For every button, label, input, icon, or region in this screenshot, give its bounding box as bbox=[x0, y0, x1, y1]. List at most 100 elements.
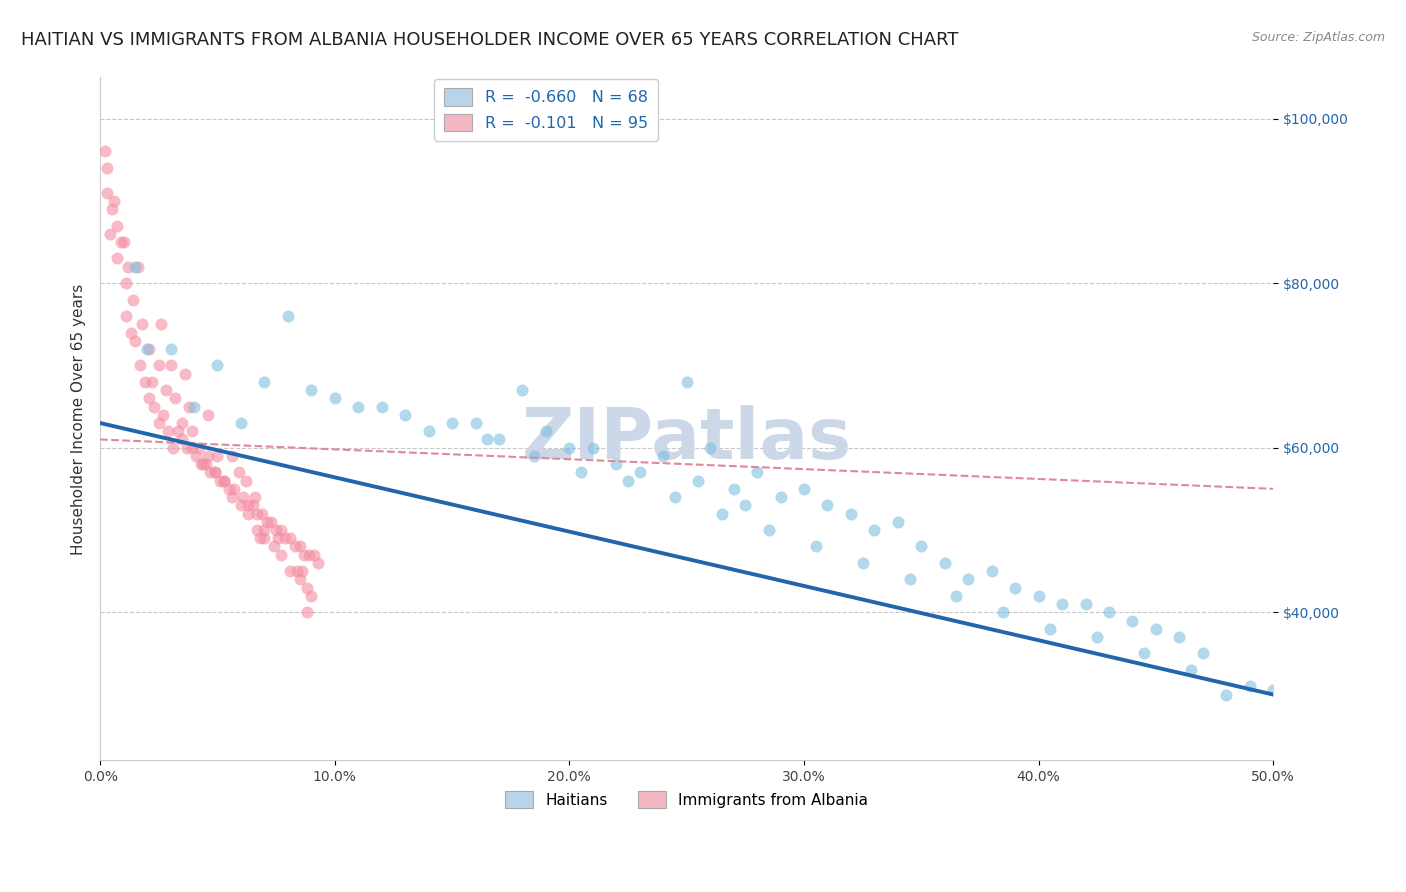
Point bbox=[155, 383, 177, 397]
Point bbox=[1039, 622, 1062, 636]
Point bbox=[159, 359, 181, 373]
Point bbox=[141, 375, 163, 389]
Point bbox=[180, 424, 202, 438]
Point bbox=[136, 342, 159, 356]
Point bbox=[295, 605, 318, 619]
Point bbox=[441, 416, 464, 430]
Point bbox=[207, 359, 229, 373]
Point bbox=[112, 235, 135, 249]
Point bbox=[197, 408, 219, 422]
Point bbox=[96, 161, 118, 175]
Point bbox=[152, 408, 174, 422]
Point bbox=[699, 441, 721, 455]
Point bbox=[323, 392, 346, 406]
Point bbox=[605, 457, 627, 471]
Point bbox=[1192, 647, 1215, 661]
Point bbox=[186, 449, 208, 463]
Point bbox=[839, 507, 862, 521]
Point bbox=[307, 556, 329, 570]
Point bbox=[582, 441, 605, 455]
Point bbox=[758, 523, 780, 537]
Point bbox=[512, 383, 534, 397]
Point bbox=[138, 392, 160, 406]
Point bbox=[523, 449, 546, 463]
Point bbox=[1144, 622, 1167, 636]
Point bbox=[980, 564, 1002, 578]
Point bbox=[852, 556, 875, 570]
Point bbox=[253, 375, 276, 389]
Point bbox=[103, 194, 125, 208]
Point bbox=[236, 498, 259, 512]
Point bbox=[1074, 597, 1097, 611]
Point bbox=[1180, 663, 1202, 677]
Point bbox=[172, 433, 194, 447]
Point bbox=[207, 449, 229, 463]
Point bbox=[1263, 683, 1285, 698]
Text: Source: ZipAtlas.com: Source: ZipAtlas.com bbox=[1251, 31, 1385, 45]
Point bbox=[734, 498, 756, 512]
Point bbox=[264, 523, 287, 537]
Point bbox=[197, 449, 219, 463]
Point bbox=[910, 540, 932, 554]
Text: ZIPatlas: ZIPatlas bbox=[522, 405, 852, 474]
Point bbox=[769, 490, 792, 504]
Point bbox=[162, 441, 184, 455]
Point bbox=[218, 482, 240, 496]
Point bbox=[98, 227, 121, 241]
Point bbox=[165, 392, 187, 406]
Point bbox=[243, 490, 266, 504]
Point bbox=[278, 531, 301, 545]
Point bbox=[235, 474, 257, 488]
Text: HAITIAN VS IMMIGRANTS FROM ALBANIA HOUSEHOLDER INCOME OVER 65 YEARS CORRELATION : HAITIAN VS IMMIGRANTS FROM ALBANIA HOUSE… bbox=[21, 31, 959, 49]
Point bbox=[288, 540, 311, 554]
Point bbox=[157, 424, 180, 438]
Point bbox=[993, 605, 1015, 619]
Point bbox=[129, 359, 152, 373]
Point bbox=[270, 523, 292, 537]
Point bbox=[804, 540, 827, 554]
Point bbox=[298, 548, 321, 562]
Point bbox=[187, 441, 209, 455]
Point bbox=[214, 474, 236, 488]
Point bbox=[270, 548, 292, 562]
Point bbox=[1098, 605, 1121, 619]
Point bbox=[246, 523, 269, 537]
Point bbox=[180, 441, 202, 455]
Point bbox=[148, 359, 170, 373]
Legend: Haitians, Immigrants from Albania: Haitians, Immigrants from Albania bbox=[499, 785, 875, 814]
Point bbox=[957, 573, 980, 587]
Point bbox=[94, 145, 117, 159]
Point bbox=[1168, 630, 1191, 644]
Point bbox=[1085, 630, 1108, 644]
Point bbox=[260, 515, 283, 529]
Point bbox=[253, 523, 276, 537]
Point bbox=[277, 309, 299, 323]
Point bbox=[232, 490, 254, 504]
Point bbox=[236, 507, 259, 521]
Point bbox=[117, 260, 139, 274]
Point bbox=[1121, 614, 1143, 628]
Point bbox=[96, 186, 118, 200]
Point bbox=[222, 482, 245, 496]
Point bbox=[664, 490, 686, 504]
Point bbox=[817, 498, 839, 512]
Point bbox=[267, 531, 290, 545]
Point bbox=[127, 260, 149, 274]
Point bbox=[131, 318, 153, 332]
Point bbox=[284, 540, 307, 554]
Point bbox=[1050, 597, 1073, 611]
Y-axis label: Householder Income Over 65 years: Householder Income Over 65 years bbox=[72, 284, 86, 555]
Point bbox=[534, 424, 557, 438]
Point bbox=[176, 441, 198, 455]
Point bbox=[1133, 647, 1156, 661]
Point bbox=[370, 400, 392, 414]
Point bbox=[652, 449, 675, 463]
Point bbox=[418, 424, 440, 438]
Point bbox=[221, 449, 243, 463]
Point bbox=[124, 334, 146, 348]
Point bbox=[488, 433, 510, 447]
Point bbox=[122, 293, 145, 307]
Point bbox=[242, 498, 264, 512]
Point bbox=[945, 589, 967, 603]
Point bbox=[221, 490, 243, 504]
